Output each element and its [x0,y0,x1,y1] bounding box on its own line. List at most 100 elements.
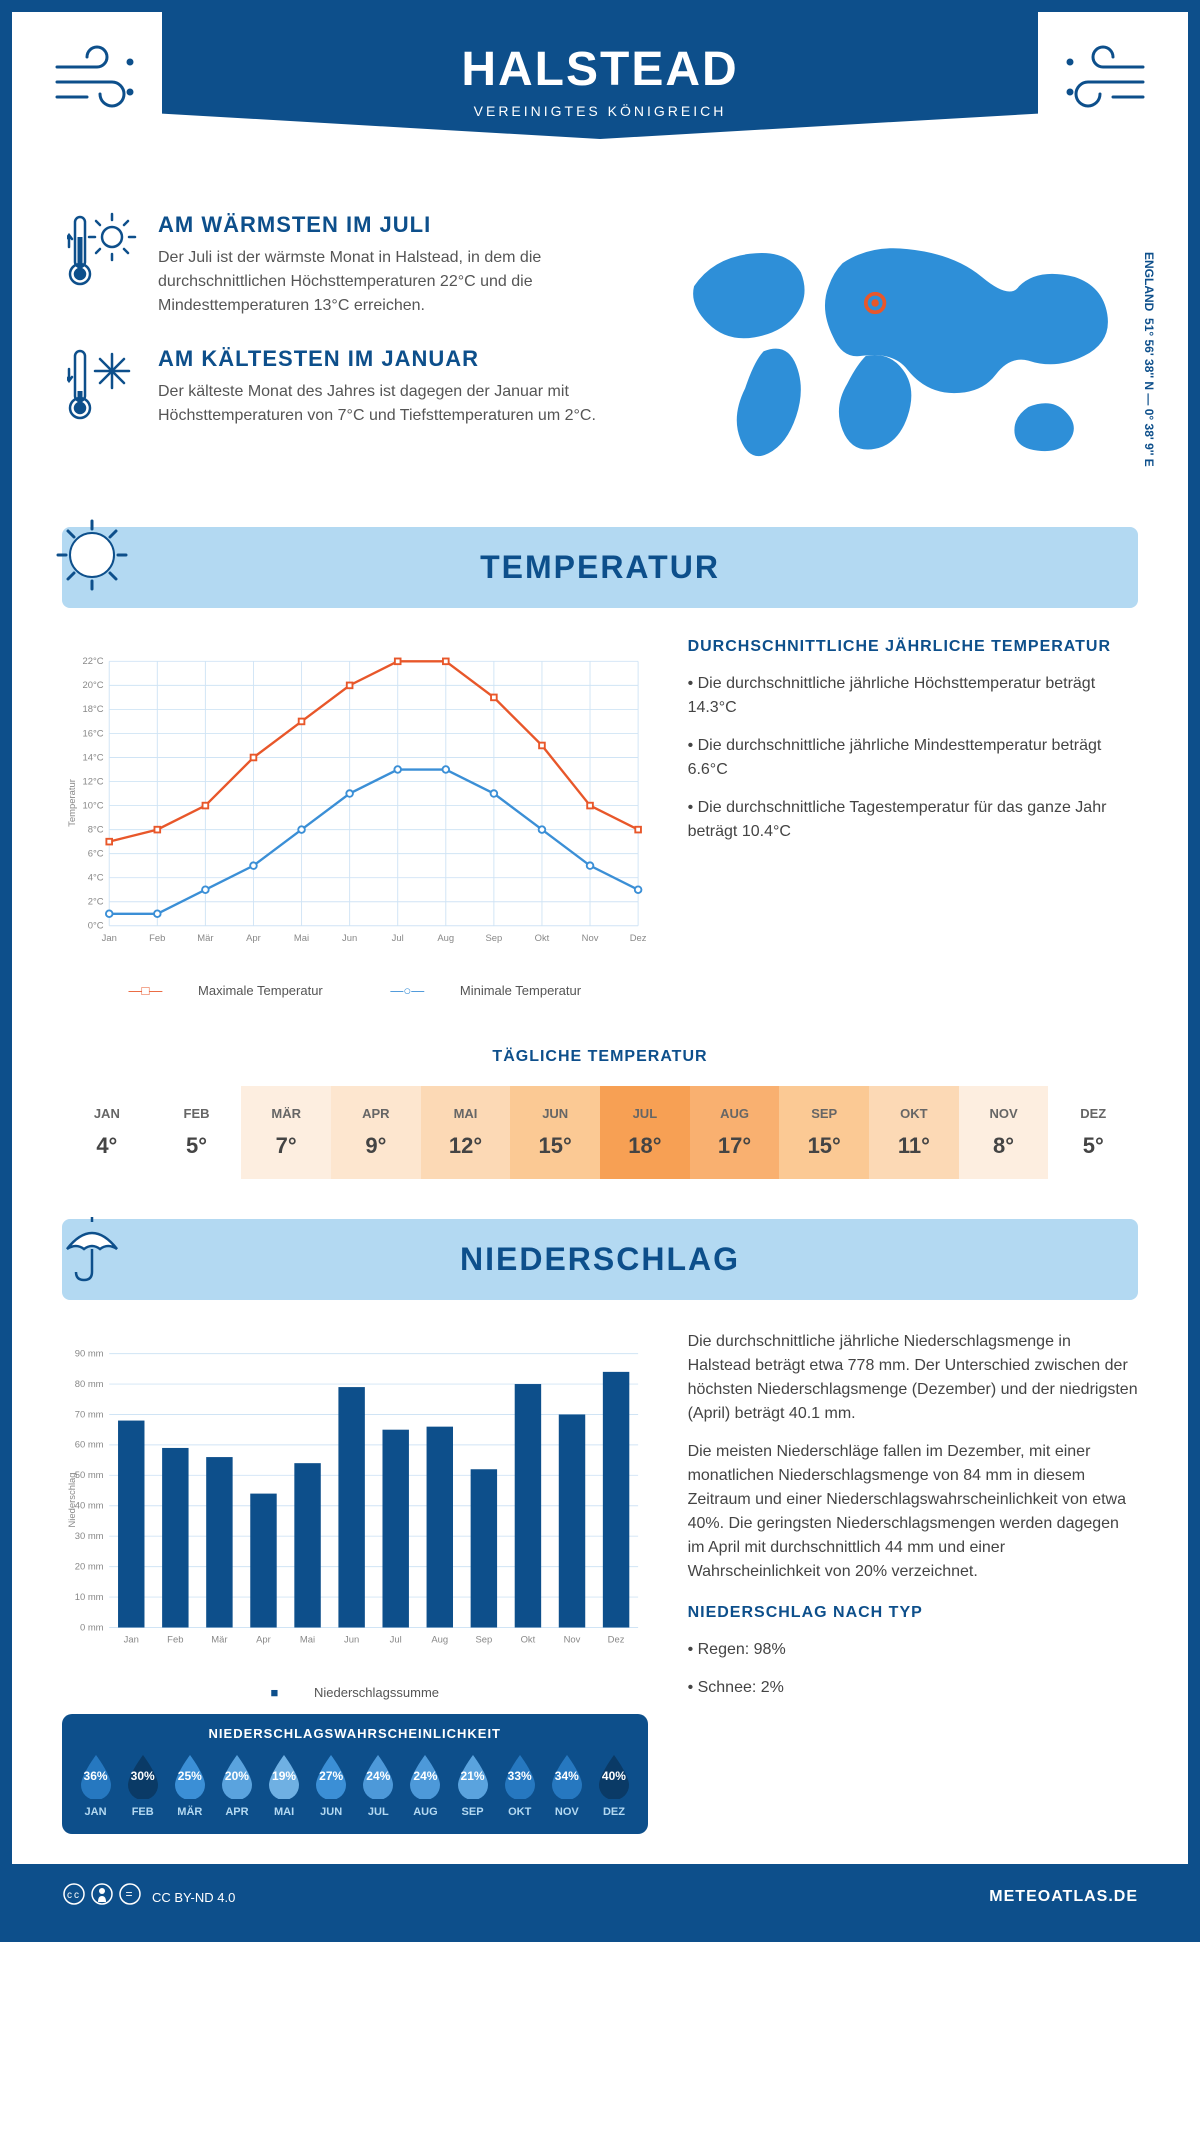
daily-month: APR [335,1106,417,1121]
svg-text:2°C: 2°C [88,897,104,908]
temp-sidebar-title: DURCHSCHNITTLICHE JÄHRLICHE TEMPERATUR [688,638,1138,656]
svg-text:8°C: 8°C [88,824,104,835]
precip-type-line: • Regen: 98% [688,1638,1138,1662]
svg-text:Nov: Nov [582,933,599,944]
daily-value: 7° [276,1133,297,1158]
raindrop-icon: 24% [357,1751,399,1799]
legend-min: Minimale Temperatur [460,983,581,998]
legend-precip: Niederschlagssumme [314,1685,439,1700]
header-banner: HALSTEAD VEREINIGTES KÖNIGREICH [12,12,1188,192]
prob-item: 40%DEZ [590,1751,637,1818]
daily-month: MÄR [245,1106,327,1121]
daily-temp-cell: MAI 12° [421,1086,511,1179]
raindrop-icon: 20% [216,1751,258,1799]
precipitation-bar-chart: 0 mm10 mm20 mm30 mm40 mm50 mm60 mm70 mm8… [62,1330,648,1670]
precip-type-line: • Schnee: 2% [688,1676,1138,1700]
svg-text:18°C: 18°C [82,704,103,715]
warmest-text: Der Juli ist der wärmste Monat in Halste… [158,246,610,318]
svg-text:Aug: Aug [437,933,454,944]
svg-text:30 mm: 30 mm [75,1531,104,1542]
daily-temp-cell: JUL18° [600,1086,690,1179]
svg-text:Jun: Jun [344,1635,359,1646]
prob-month: SEP [449,1806,496,1818]
svg-text:Jan: Jan [124,1635,139,1646]
svg-text:12°C: 12°C [82,776,103,787]
warmest-title: AM WÄRMSTEN IM JULI [158,212,610,238]
license-text: CC BY-ND 4.0 [152,1890,235,1905]
page-title: HALSTEAD [182,42,1018,97]
daily-value: 11° [898,1133,930,1158]
raindrop-icon: 27% [310,1751,352,1799]
daily-month: JUN [514,1106,596,1121]
daily-month: DEZ [1052,1106,1134,1121]
coldest-text: Der kälteste Monat des Jahres ist dagege… [158,380,610,428]
svg-text:Feb: Feb [167,1635,183,1646]
prob-item: 36%JAN [72,1751,119,1818]
daily-temp-cell: OKT 11° [869,1086,959,1179]
daily-month: OKT [873,1106,955,1121]
bar-chart-legend: ■ Niederschlagssumme [62,1685,648,1700]
prob-item: 34%NOV [543,1751,590,1818]
thermometer-hot-icon [62,212,142,318]
prob-value: 30% [131,1769,155,1783]
prob-month: OKT [496,1806,543,1818]
footer: cc= CC BY-ND 4.0 METEOATLAS.DE [12,1864,1188,1930]
daily-value: 12° [449,1133,482,1158]
daily-temp-cell: FEB5° [152,1086,242,1179]
svg-text:Jun: Jun [342,933,357,944]
svg-text:Dez: Dez [608,1635,625,1646]
daily-value: 9° [365,1133,386,1158]
temp-heading: TEMPERATUR [84,549,1116,586]
svg-text:80 mm: 80 mm [75,1379,104,1390]
daily-value: 4° [96,1133,117,1158]
svg-text:Mär: Mär [211,1635,227,1646]
prob-value: 19% [272,1769,296,1783]
prob-month: FEB [119,1806,166,1818]
coldest-title: AM KÄLTESTEN IM JANUAR [158,346,610,372]
world-map: ENGLAND 51° 56' 38'' N — 0° 38' 9'' E [640,212,1138,477]
daily-month: MAI [425,1106,507,1121]
raindrop-icon: 19% [263,1751,305,1799]
daily-value: 15° [539,1133,572,1158]
probability-box: NIEDERSCHLAGSWAHRSCHEINLICHKEIT 36%JAN30… [62,1714,648,1834]
legend-max: Maximale Temperatur [198,983,323,998]
svg-text:10°C: 10°C [82,800,103,811]
prob-value: 24% [413,1769,437,1783]
svg-text:40 mm: 40 mm [75,1501,104,1512]
svg-text:16°C: 16°C [82,728,103,739]
temperature-line-chart: 0°C2°C4°C6°C8°C10°C12°C14°C16°C18°C20°C2… [62,638,648,968]
daily-temp-cell: APR 9° [331,1086,421,1179]
prob-item: 25%MÄR [166,1751,213,1818]
prob-value: 24% [366,1769,390,1783]
daily-temp-cell: NOV8° [959,1086,1049,1179]
svg-text:Sep: Sep [485,933,502,944]
svg-text:Jul: Jul [390,1635,402,1646]
svg-text:50 mm: 50 mm [75,1470,104,1481]
daily-month: SEP [783,1106,865,1121]
svg-text:0°C: 0°C [88,921,104,932]
sun-icon [52,515,132,609]
svg-text:6°C: 6°C [88,848,104,859]
prob-month: JUL [355,1806,402,1818]
svg-text:Temperatur: Temperatur [67,779,78,827]
daily-month: JUL [604,1106,686,1121]
daily-value: 5° [186,1133,207,1158]
prob-item: 24% JUL [355,1751,402,1818]
wind-icon [52,42,142,125]
daily-temp-cell: JUN 15° [510,1086,600,1179]
svg-text:cc: cc [67,1890,81,1901]
coordinates: ENGLAND 51° 56' 38'' N — 0° 38' 9'' E [1142,252,1156,467]
prob-item: 33%OKT [496,1751,543,1818]
prob-item: 19%MAI [261,1751,308,1818]
svg-text:Nov: Nov [564,1635,581,1646]
svg-text:14°C: 14°C [82,752,103,763]
precip-type-title: NIEDERSCHLAG NACH TYP [688,1604,1138,1622]
prob-month: NOV [543,1806,590,1818]
title-banner: HALSTEAD VEREINIGTES KÖNIGREICH [162,12,1038,139]
svg-text:20°C: 20°C [82,680,103,691]
prob-month: MÄR [166,1806,213,1818]
prob-item: 21%SEP [449,1751,496,1818]
daily-temp-cell: MÄR 7° [241,1086,331,1179]
coords-region: ENGLAND [1142,252,1156,311]
temp-bullet: • Die durchschnittliche Tagestemperatur … [688,796,1138,844]
